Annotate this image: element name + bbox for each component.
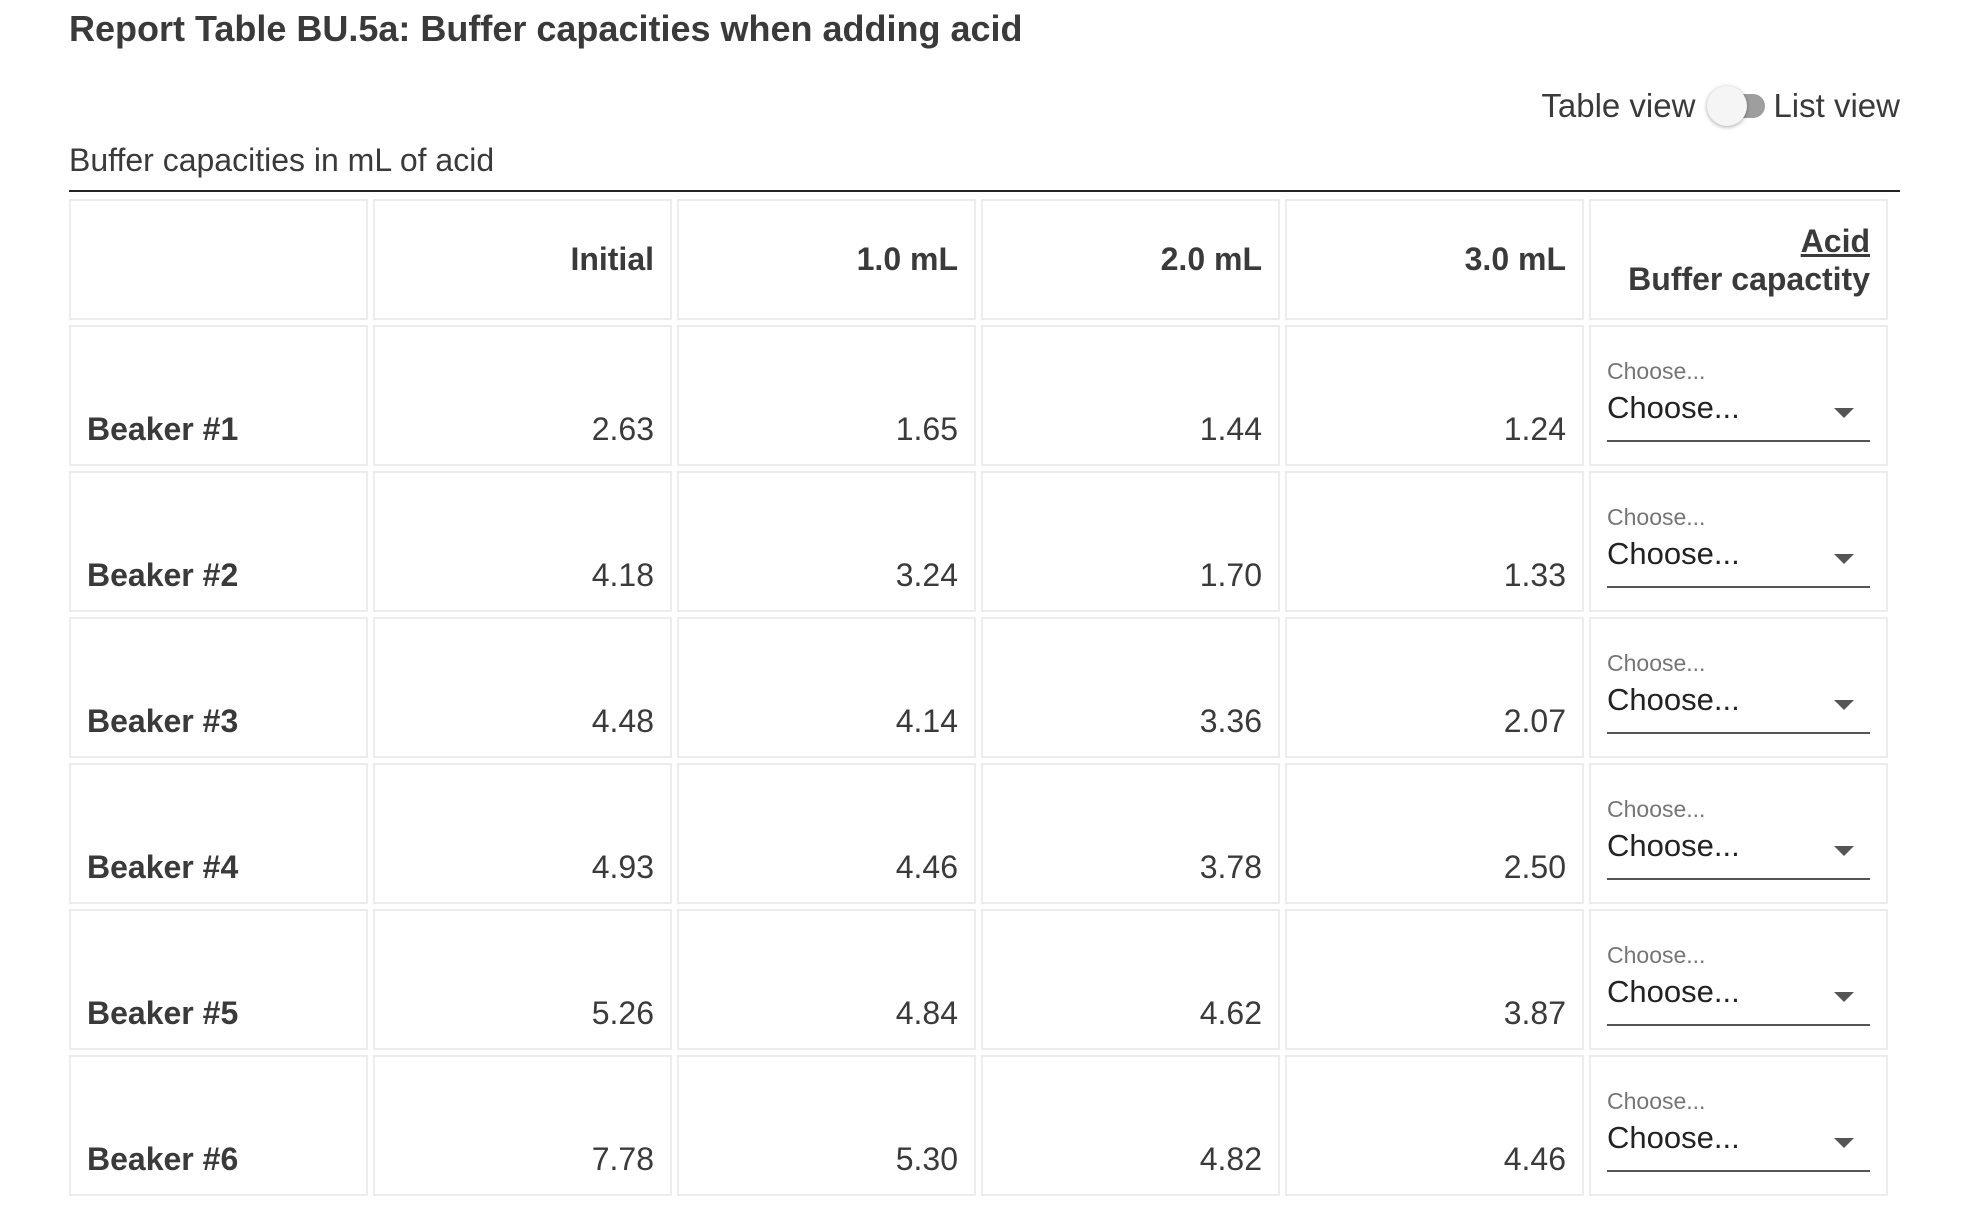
cell-initial: 7.78 (373, 1055, 672, 1196)
select-label: Choose... (1607, 503, 1706, 530)
view-toggle-switch[interactable] (1707, 86, 1766, 126)
buffer-capacity-select[interactable]: Choose... Choose... (1607, 788, 1870, 880)
cell-initial: 5.26 (373, 909, 672, 1050)
table-caption: Buffer capacities in mL of acid (69, 142, 495, 178)
cell-3ml: 2.50 (1285, 763, 1584, 904)
select-value: Choose... (1607, 389, 1740, 425)
buffer-capacity-cell: Choose... Choose... (1589, 325, 1888, 466)
buffer-capacity-table: Initial 1.0 mL 2.0 mL 3.0 mL Acid Buffer… (64, 194, 1893, 1201)
table-row: Beaker #1 2.63 1.65 1.44 1.24 Choose... … (69, 325, 1888, 466)
cell-initial: 4.48 (373, 617, 672, 758)
select-label: Choose... (1607, 941, 1706, 968)
table-row: Beaker #4 4.93 4.46 3.78 2.50 Choose... … (69, 763, 1888, 904)
buffer-capacity-select[interactable]: Choose... Choose... (1607, 1080, 1870, 1172)
list-view-label: List view (1773, 87, 1900, 124)
table-view-label: Table view (1541, 87, 1696, 124)
cell-2ml: 3.36 (981, 617, 1280, 758)
cell-3ml: 3.87 (1285, 909, 1584, 1050)
row-label: Beaker #4 (69, 763, 368, 904)
cell-1ml: 3.24 (677, 471, 976, 612)
select-label: Choose... (1607, 1087, 1706, 1114)
row-label: Beaker #6 (69, 1055, 368, 1196)
cell-3ml: 1.24 (1285, 325, 1584, 466)
chevron-down-icon (1834, 553, 1854, 564)
table-row: Beaker #2 4.18 3.24 1.70 1.33 Choose... … (69, 471, 1888, 612)
row-label: Beaker #2 (69, 471, 368, 612)
header-initial: Initial (373, 199, 672, 320)
cell-initial: 2.63 (373, 325, 672, 466)
cell-1ml: 1.65 (677, 325, 976, 466)
toggle-thumb (1707, 86, 1748, 126)
cell-1ml: 4.84 (677, 909, 976, 1050)
select-label: Choose... (1607, 795, 1706, 822)
acid-link[interactable]: Acid (1800, 222, 1870, 259)
select-value: Choose... (1607, 827, 1740, 863)
select-value: Choose... (1607, 973, 1740, 1009)
header-buffer-capacity: Acid Buffer capactity (1589, 199, 1888, 320)
cell-1ml: 4.46 (677, 763, 976, 904)
select-value: Choose... (1607, 681, 1740, 717)
chevron-down-icon (1834, 845, 1854, 856)
select-value: Choose... (1607, 535, 1740, 571)
table-header-row: Initial 1.0 mL 2.0 mL 3.0 mL Acid Buffer… (69, 199, 1888, 320)
select-label: Choose... (1607, 357, 1706, 384)
buffer-capacity-cell: Choose... Choose... (1589, 909, 1888, 1050)
caption-divider (69, 190, 1900, 192)
chevron-down-icon (1834, 699, 1854, 710)
buffer-capacity-select[interactable]: Choose... Choose... (1607, 350, 1870, 442)
cell-2ml: 4.62 (981, 909, 1280, 1050)
cell-2ml: 1.70 (981, 471, 1280, 612)
row-label: Beaker #1 (69, 325, 368, 466)
buffer-capacity-cell: Choose... Choose... (1589, 471, 1888, 612)
header-1ml: 1.0 mL (677, 199, 976, 320)
cell-3ml: 2.07 (1285, 617, 1584, 758)
buffer-capacity-select[interactable]: Choose... Choose... (1607, 496, 1870, 588)
cell-2ml: 3.78 (981, 763, 1280, 904)
buffer-capacity-label: Buffer capactity (1628, 260, 1870, 297)
select-value: Choose... (1607, 1119, 1740, 1155)
view-toggle: Table view List view (1541, 86, 1900, 126)
row-label: Beaker #3 (69, 617, 368, 758)
corner-header (69, 199, 368, 320)
cell-2ml: 4.82 (981, 1055, 1280, 1196)
header-3ml: 3.0 mL (1285, 199, 1584, 320)
buffer-capacity-cell: Choose... Choose... (1589, 617, 1888, 758)
table-row: Beaker #3 4.48 4.14 3.36 2.07 Choose... … (69, 617, 1888, 758)
buffer-capacity-cell: Choose... Choose... (1589, 763, 1888, 904)
cell-initial: 4.18 (373, 471, 672, 612)
cell-3ml: 1.33 (1285, 471, 1584, 612)
row-label: Beaker #5 (69, 909, 368, 1050)
cell-1ml: 4.14 (677, 617, 976, 758)
cell-3ml: 4.46 (1285, 1055, 1584, 1196)
buffer-capacity-select[interactable]: Choose... Choose... (1607, 934, 1870, 1026)
chevron-down-icon (1834, 1137, 1854, 1148)
chevron-down-icon (1834, 407, 1854, 418)
buffer-capacity-select[interactable]: Choose... Choose... (1607, 642, 1870, 734)
table-row: Beaker #5 5.26 4.84 4.62 3.87 Choose... … (69, 909, 1888, 1050)
buffer-capacity-cell: Choose... Choose... (1589, 1055, 1888, 1196)
select-label: Choose... (1607, 649, 1706, 676)
page-title: Report Table BU.5a: Buffer capacities wh… (69, 8, 1023, 49)
cell-1ml: 5.30 (677, 1055, 976, 1196)
cell-initial: 4.93 (373, 763, 672, 904)
chevron-down-icon (1834, 991, 1854, 1002)
table-row: Beaker #6 7.78 5.30 4.82 4.46 Choose... … (69, 1055, 1888, 1196)
header-2ml: 2.0 mL (981, 199, 1280, 320)
cell-2ml: 1.44 (981, 325, 1280, 466)
